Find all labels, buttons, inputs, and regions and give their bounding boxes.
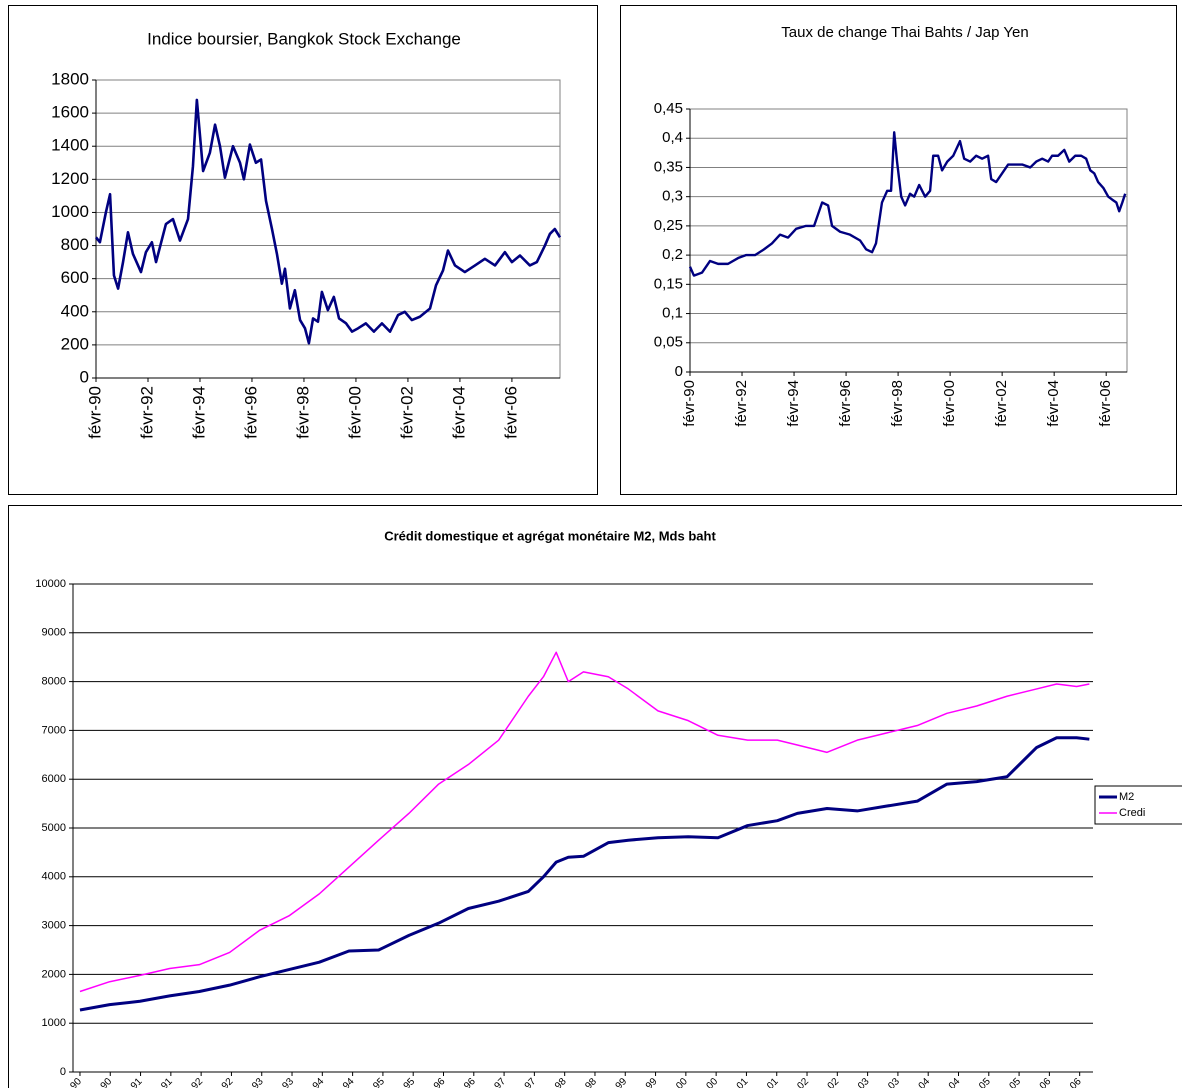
y-tick-label: 1400: [51, 136, 89, 155]
x-tick-label: févr-96: [837, 380, 854, 427]
x-tick-label: févr-98: [293, 386, 312, 439]
y-tick-label: 9000: [42, 627, 66, 639]
y-tick-label: 4000: [42, 871, 66, 883]
x-tick-label: févr-90: [85, 386, 104, 439]
y-tick-label: 0,1: [662, 305, 683, 322]
x-tick-label: févr-00: [345, 386, 364, 439]
y-tick-label: 0,15: [654, 275, 683, 292]
y-tick-label: 200: [61, 334, 89, 353]
y-tick-label: 3000: [42, 920, 66, 932]
y-tick-label: 400: [61, 301, 89, 320]
x-tick-label: févr-06: [501, 386, 520, 439]
chart-frame: [8, 505, 1182, 1088]
x-tick-label: févr-06: [1097, 380, 1114, 427]
x-tick-label: févr-96: [241, 386, 260, 439]
y-tick-label: 0,05: [654, 334, 683, 351]
x-tick-label: févr-04: [449, 386, 468, 439]
y-tick-label: 1800: [51, 69, 89, 88]
y-tick-label: 0: [80, 367, 89, 386]
chart-title: Taux de change Thai Bahts / Jap Yen: [781, 24, 1028, 41]
x-tick-label: févr-94: [785, 380, 802, 427]
y-tick-label: 0,2: [662, 246, 683, 263]
y-tick-label: 0,35: [654, 158, 683, 175]
y-tick-label: 5000: [42, 822, 66, 834]
legend-label: M2: [1119, 791, 1134, 803]
y-tick-label: 10000: [35, 578, 66, 590]
x-tick-label: févr-90: [681, 380, 698, 427]
y-tick-label: 0: [60, 1066, 66, 1078]
y-tick-label: 7000: [42, 724, 66, 736]
data-line: [79, 651, 1090, 993]
y-tick-label: 0,4: [662, 129, 683, 146]
x-tick-label: févr-02: [397, 386, 416, 439]
y-tick-label: 1000: [51, 202, 89, 221]
data-line: [79, 736, 1090, 1012]
plot-area: [689, 108, 1128, 373]
data-line: [688, 131, 1127, 277]
x-tick-label: févr-92: [137, 386, 156, 439]
y-tick-label: 8000: [42, 676, 66, 688]
x-tick-label: févr-98: [889, 380, 906, 427]
x-tick-label: févr-92: [733, 380, 750, 427]
x-tick-label: févr-02: [993, 380, 1010, 427]
x-tick-label: févr-94: [189, 386, 208, 439]
y-tick-label: 2000: [42, 968, 66, 980]
y-tick-label: 800: [61, 235, 89, 254]
chart-title: Indice boursier, Bangkok Stock Exchange: [147, 29, 461, 48]
chart-title: Crédit domestique et agrégat monétaire M…: [384, 528, 716, 543]
legend-box: [1094, 785, 1182, 825]
y-tick-label: 1600: [51, 103, 89, 122]
data-line: [94, 98, 562, 345]
y-tick-label: 6000: [42, 773, 66, 785]
y-tick-label: 0,45: [654, 100, 683, 117]
x-tick-label: févr-04: [1045, 380, 1062, 427]
y-tick-label: 0: [675, 363, 683, 380]
y-tick-label: 0,3: [662, 188, 683, 205]
legend-label: Credi: [1119, 807, 1145, 819]
y-tick-label: 0,25: [654, 217, 683, 234]
y-tick-label: 600: [61, 268, 89, 287]
y-tick-label: 1200: [51, 169, 89, 188]
x-tick-label: févr-00: [941, 380, 958, 427]
y-tick-label: 1000: [42, 1017, 66, 1029]
